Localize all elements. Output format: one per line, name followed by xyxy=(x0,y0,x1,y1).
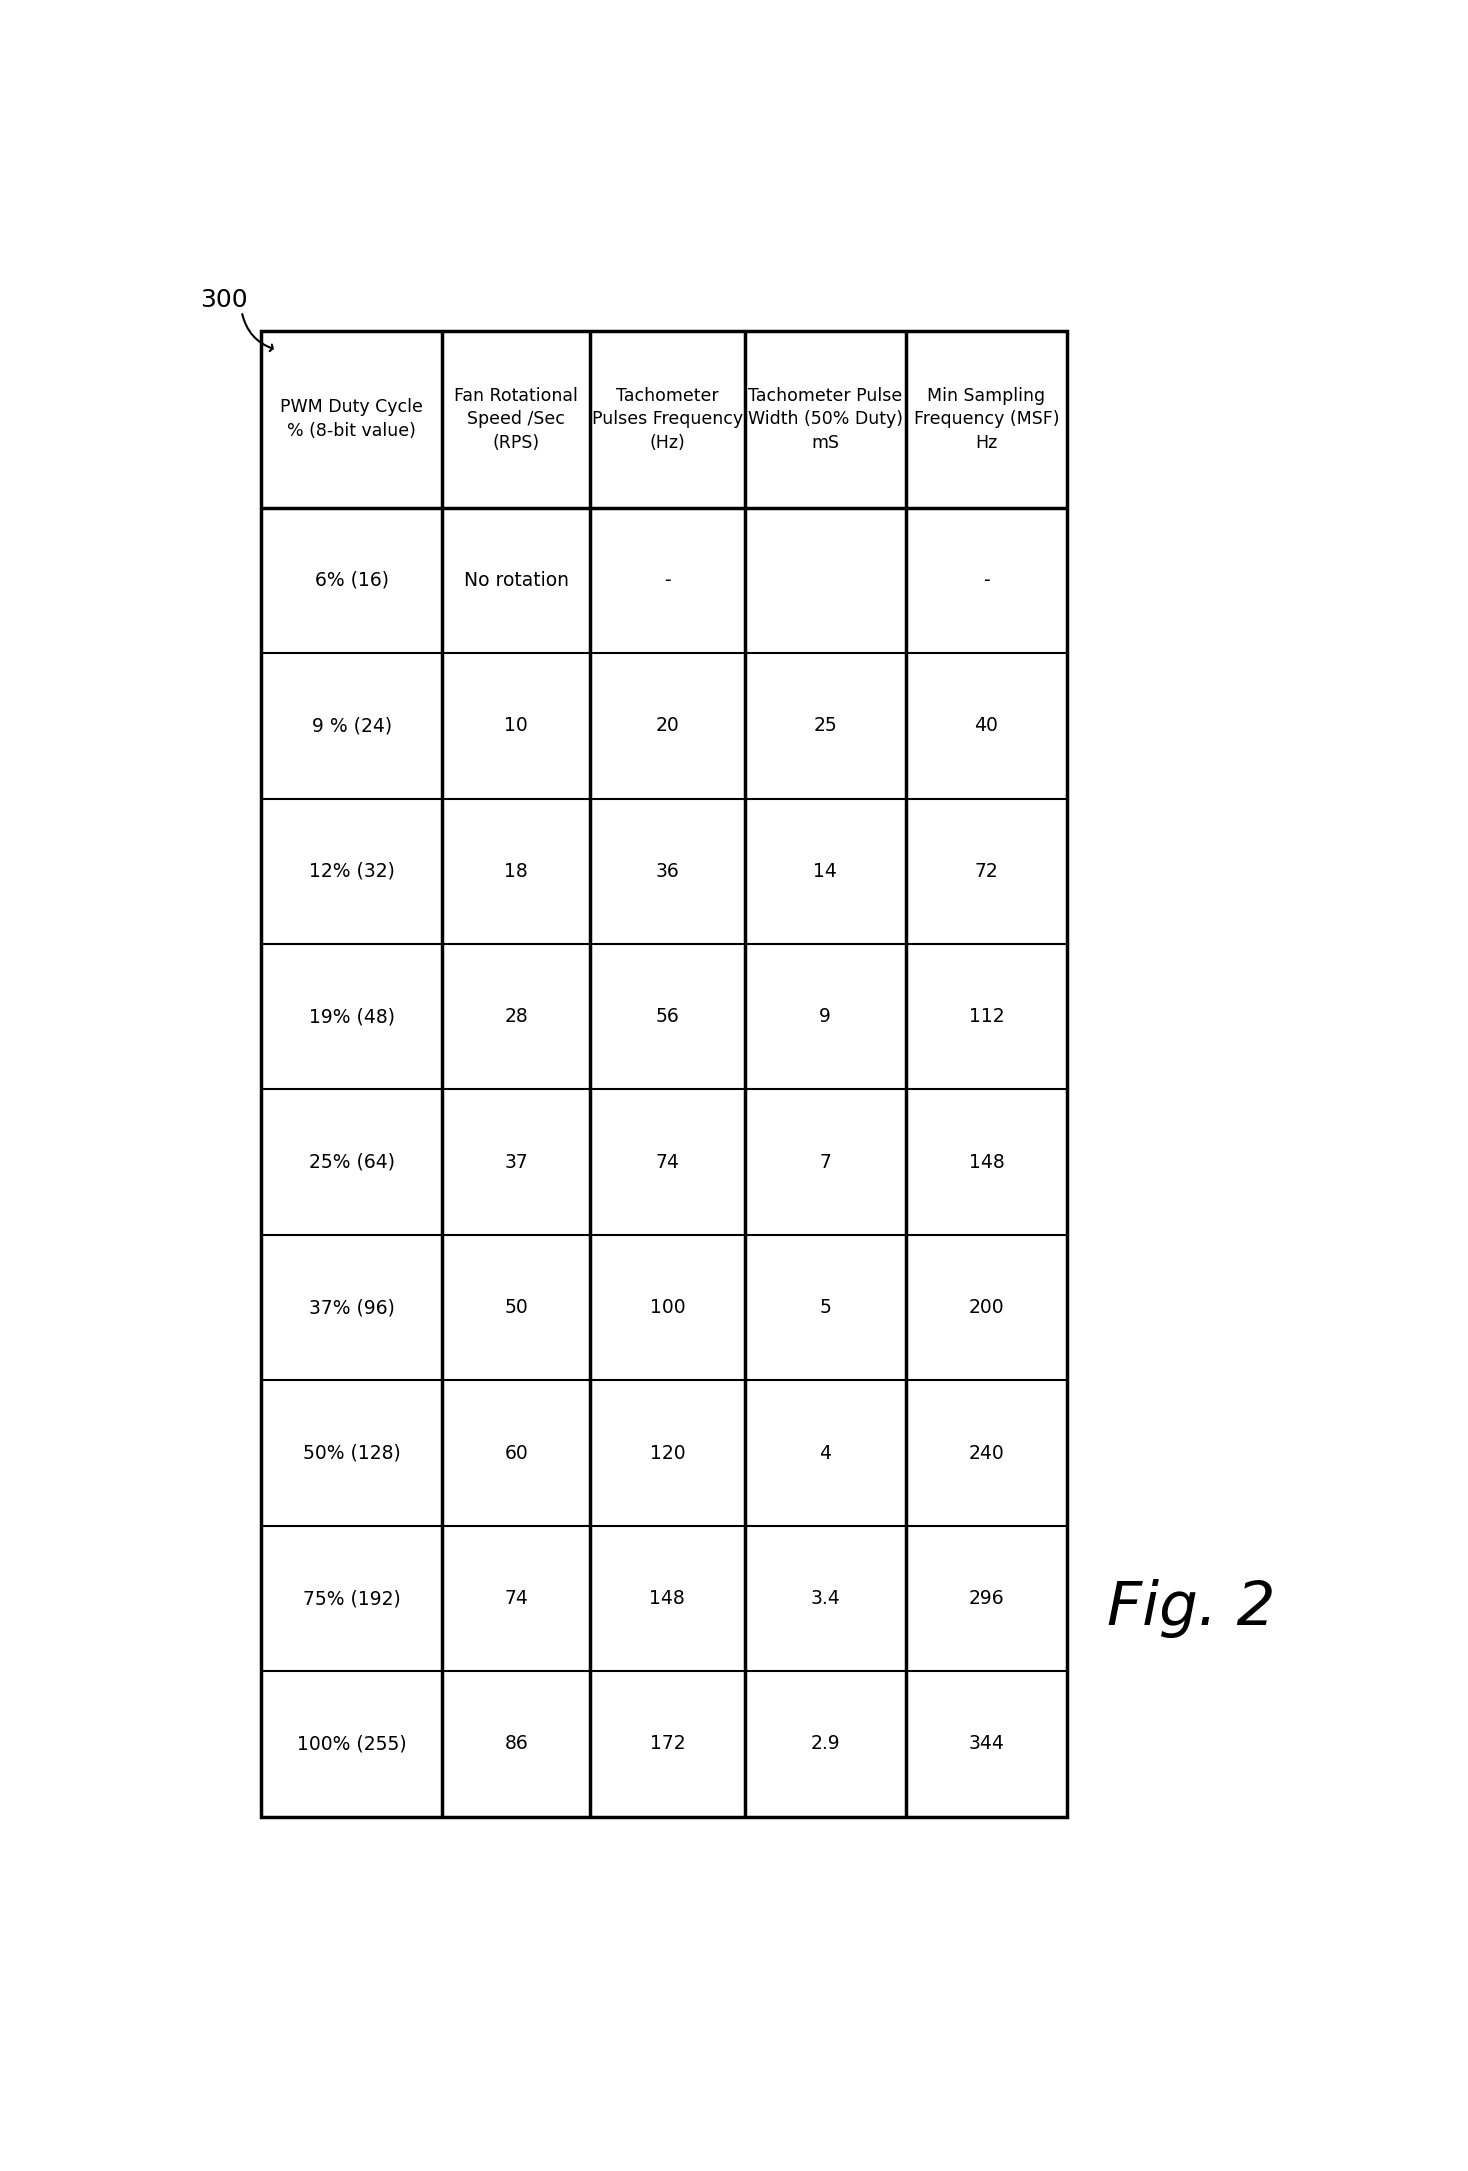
Text: 240: 240 xyxy=(969,1444,1004,1463)
Text: 6% (16): 6% (16) xyxy=(314,571,389,591)
Text: 120: 120 xyxy=(649,1444,686,1463)
Text: -: - xyxy=(664,571,671,591)
Text: 56: 56 xyxy=(656,1007,680,1027)
Text: 75% (192): 75% (192) xyxy=(302,1589,401,1609)
Text: Fan Rotational
Speed /Sec
(RPS): Fan Rotational Speed /Sec (RPS) xyxy=(454,386,578,452)
Text: 74: 74 xyxy=(505,1589,528,1609)
Text: 4: 4 xyxy=(819,1444,831,1463)
Text: 37% (96): 37% (96) xyxy=(308,1298,395,1318)
Text: 86: 86 xyxy=(505,1735,528,1754)
Text: No rotation: No rotation xyxy=(464,571,568,591)
Text: Fig. 2: Fig. 2 xyxy=(1107,1578,1276,1639)
Text: 296: 296 xyxy=(969,1589,1004,1609)
Text: 148: 148 xyxy=(969,1153,1004,1172)
Text: 50: 50 xyxy=(505,1298,528,1318)
Text: 10: 10 xyxy=(505,716,528,736)
Text: 50% (128): 50% (128) xyxy=(302,1444,401,1463)
Text: 344: 344 xyxy=(969,1735,1004,1754)
Text: 20: 20 xyxy=(656,716,680,736)
Text: 200: 200 xyxy=(969,1298,1004,1318)
Text: 14: 14 xyxy=(813,862,837,881)
Text: 2.9: 2.9 xyxy=(810,1735,840,1754)
Text: 36: 36 xyxy=(656,862,680,881)
Text: -: - xyxy=(984,571,989,591)
Text: 9: 9 xyxy=(819,1007,831,1027)
Text: 28: 28 xyxy=(505,1007,528,1027)
Text: 7: 7 xyxy=(819,1153,831,1172)
Text: 74: 74 xyxy=(655,1153,680,1172)
Text: 19% (48): 19% (48) xyxy=(308,1007,395,1027)
Text: 40: 40 xyxy=(975,716,998,736)
Text: 100% (255): 100% (255) xyxy=(297,1735,407,1754)
Text: 72: 72 xyxy=(975,862,998,881)
Text: 25% (64): 25% (64) xyxy=(308,1153,395,1172)
Text: Tachometer
Pulses Frequency
(Hz): Tachometer Pulses Frequency (Hz) xyxy=(592,386,743,452)
Text: 18: 18 xyxy=(505,862,528,881)
Text: 172: 172 xyxy=(649,1735,686,1754)
Text: 25: 25 xyxy=(813,716,837,736)
Text: 300: 300 xyxy=(200,289,248,313)
Text: 5: 5 xyxy=(819,1298,831,1318)
Bar xyxy=(261,330,1067,1817)
Text: 12% (32): 12% (32) xyxy=(308,862,395,881)
Text: Tachometer Pulse
Width (50% Duty)
mS: Tachometer Pulse Width (50% Duty) mS xyxy=(747,386,903,452)
Text: 112: 112 xyxy=(969,1007,1004,1027)
Text: 60: 60 xyxy=(505,1444,528,1463)
Text: 9 % (24): 9 % (24) xyxy=(311,716,392,736)
Text: PWM Duty Cycle
% (8-bit value): PWM Duty Cycle % (8-bit value) xyxy=(280,397,423,441)
Text: 100: 100 xyxy=(649,1298,686,1318)
Text: 37: 37 xyxy=(505,1153,528,1172)
Text: 148: 148 xyxy=(649,1589,686,1609)
Text: 3.4: 3.4 xyxy=(810,1589,840,1609)
Text: Min Sampling
Frequency (MSF)
Hz: Min Sampling Frequency (MSF) Hz xyxy=(913,386,1058,452)
